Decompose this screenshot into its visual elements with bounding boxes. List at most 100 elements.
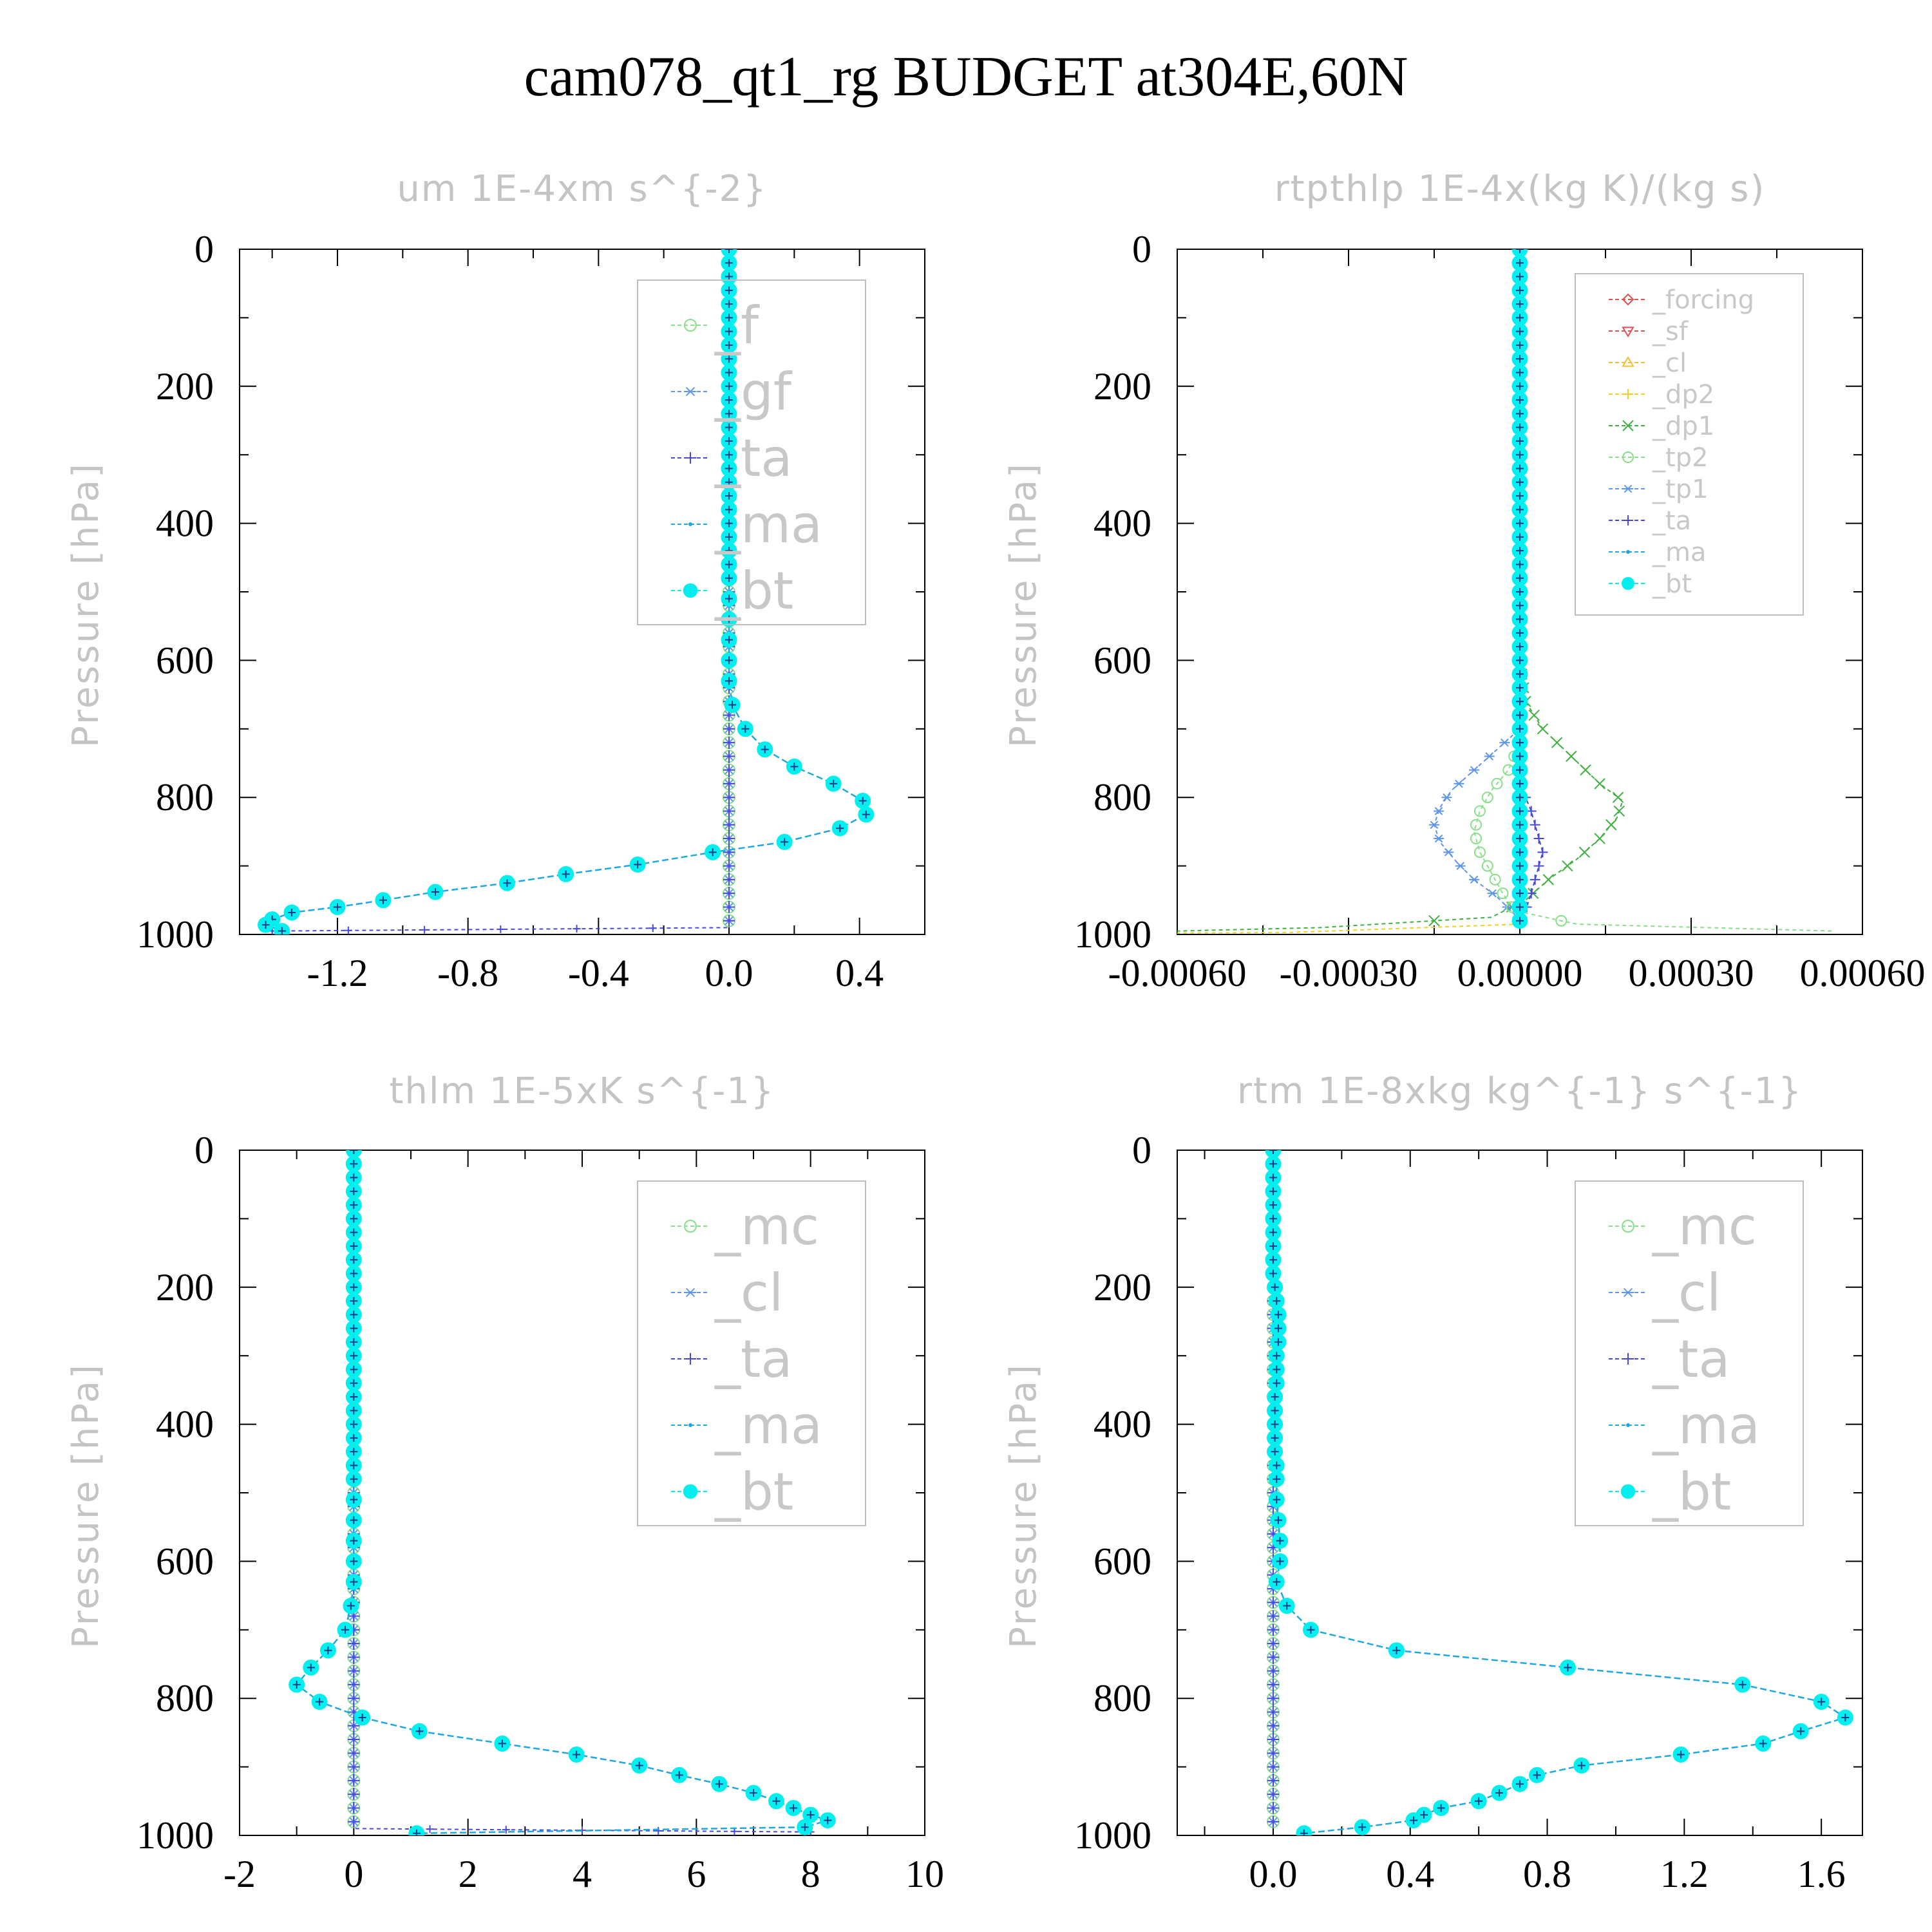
data-point [1580,764,1591,776]
data-point [350,1269,358,1278]
data-point [1273,1578,1281,1586]
panel-title: thlm 1E-5xK s^{-1} [389,1070,775,1112]
x-tick-label: 0.00000 [1457,952,1583,994]
legend-marker [1623,515,1633,526]
data-point [725,286,733,294]
data-point [1516,410,1524,418]
data-point [1273,1365,1281,1374]
legend-label: _ma [714,495,822,554]
data-point [498,1739,506,1748]
data-point [1759,1739,1767,1748]
y-tick-label: 0 [1132,1129,1151,1171]
legend-marker [1622,327,1634,337]
legend-marker [684,319,697,332]
series-line [1272,1150,1848,1835]
data-point [1516,355,1524,363]
data-point [1283,1602,1291,1610]
data-point [503,879,511,887]
data-point [350,1352,358,1360]
data-point [725,272,733,281]
data-point [1455,862,1466,870]
y-tick-label: 200 [1094,1266,1151,1309]
legend-marker [1626,550,1630,554]
data-point [1489,873,1501,886]
data-point [346,1602,355,1610]
y-tick-label: 1000 [1074,1814,1151,1857]
legend-label: _gf [714,362,793,422]
data-point [1516,643,1524,651]
data-point [1537,723,1549,735]
data-point [723,860,735,872]
legend-label: _ma [714,1396,822,1455]
data-point [1516,464,1524,473]
legend-marker [683,583,698,598]
data-point [1428,915,1440,927]
data-point [1516,574,1524,582]
data-point [723,833,735,845]
data-point [1516,724,1524,733]
series-ma [1272,1150,1848,1835]
data-point [1516,629,1524,637]
series-dp1 [1177,249,1625,932]
data-point [723,805,735,817]
data-point [1613,805,1625,817]
data-point [1420,1811,1428,1819]
data-point [1516,259,1524,267]
y-axis-label: Pressure [hPa] [1003,1363,1045,1649]
series-line [272,249,730,932]
data-point [1516,314,1524,322]
legend-marker [683,1484,698,1499]
data-point [725,368,733,377]
plot-frame [239,249,925,935]
series-bt [258,249,875,934]
data-point [502,1826,510,1834]
data-point [1516,286,1524,294]
data-point [1267,1596,1279,1609]
legend-label: _f [714,296,760,355]
y-tick-label: 600 [1094,1540,1151,1582]
data-point [1516,560,1524,569]
legend-label: _mc [714,1197,819,1256]
data-point [1516,807,1524,815]
data-point [721,249,737,258]
legend-label: _bt [1652,569,1692,599]
data-point [316,1698,324,1706]
data-point [1516,588,1524,596]
data-point [307,1663,315,1672]
figure-title: cam078_qt1_rg BUDGET at304E,60N [524,46,1408,108]
data-point [824,1816,832,1824]
x-tick-label: 0 [344,1853,363,1895]
data-point [829,779,838,788]
data-point [348,1788,360,1801]
data-point [1612,791,1624,803]
data-point [350,1187,358,1195]
legend-label: _bt [714,1462,793,1522]
data-point [725,677,733,685]
x-tick-label: 1.2 [1660,1853,1709,1895]
data-point [1267,1706,1279,1718]
panel-title: rtm 1E-8xkg kg^{-1} s^{-1} [1237,1070,1803,1112]
data-point [350,1461,358,1470]
data-point [348,1678,360,1690]
legend-marker [685,452,696,464]
data-point [725,574,733,582]
data-point [350,1495,358,1504]
data-point [1499,738,1510,747]
x-tick-label: 1.6 [1797,1853,1846,1895]
x-tick-label: 0.0 [1249,1853,1297,1895]
data-point [1269,1160,1277,1168]
data-point [725,506,733,514]
data-point [1271,1420,1279,1428]
series-bt [289,1150,836,1835]
y-axis-label: Pressure [hPa] [1003,462,1045,748]
data-point [350,1434,358,1442]
legend-marker [1620,1484,1636,1499]
data-point [725,492,733,500]
y-tick-label: 200 [1094,365,1151,408]
data-point [1516,423,1524,431]
data-point [350,1215,358,1223]
data-point [1516,519,1524,527]
data-point [725,636,733,644]
data-point [1274,1324,1282,1332]
data-point [725,519,733,527]
